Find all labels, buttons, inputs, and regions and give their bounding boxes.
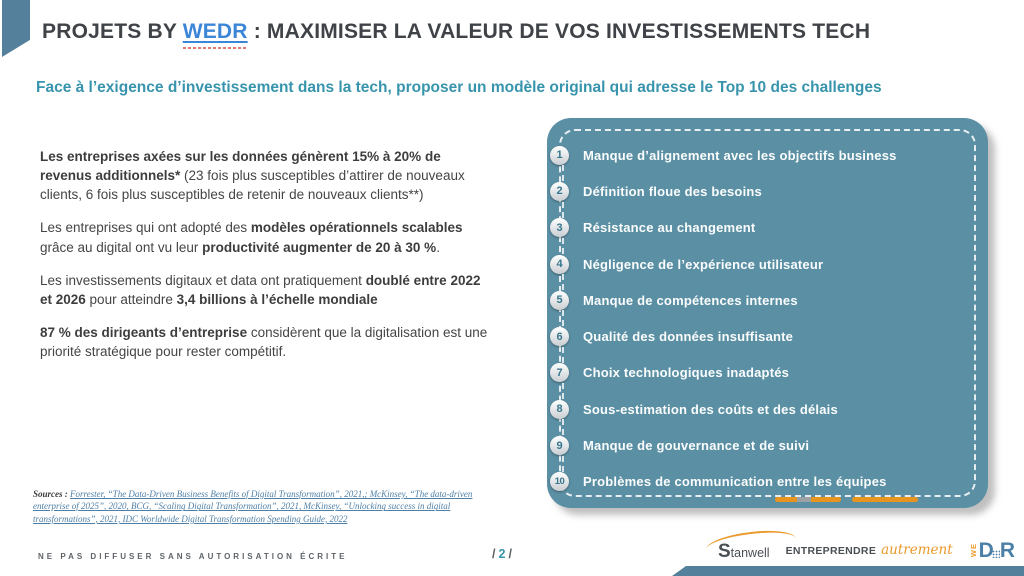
page-title: PROJETS BY WEDR : MAXIMISER LA VALEUR DE… [42,20,1002,44]
orange-accent-dash [775,497,841,502]
text-segment: considèrent que la digitalisation est un… [40,325,488,360]
wedr-logo-d: D [978,538,994,562]
footer-disclaimer: NE PAS DIFFUSER SANS AUTORISATION ÉCRITE [38,552,348,561]
challenge-item: 5 Manque de compétences internes [550,274,974,318]
footer-logos: Stanwell ENTREPRENDRE autrement WE D R [704,526,1015,563]
challenge-label: Résistance au changement [583,220,756,236]
page-number: 2 [498,547,506,561]
challenge-item: 4 Négligence de l’expérience utilisateur [550,237,974,282]
challenge-item: 7 Choix technologiques inadaptés [550,346,974,391]
challenge-number-badge: 1 [550,145,569,165]
challenge-label: Manque de compétences internes [583,292,798,308]
body-paragraph: Les entreprises axées sur les données gé… [40,147,496,204]
challenge-label: Définition floue des besoins [583,183,762,199]
challenge-number-badge: 6 [550,327,569,347]
challenge-number-badge: 9 [550,436,569,456]
challenge-number-badge: 3 [550,218,569,238]
challenge-item: 9 Manque de gouvernance et de suivi [550,419,974,463]
wedr-logo-we: WE [968,542,978,558]
bottom-accent-bar [672,566,1024,576]
challenge-label: Problèmes de communication entre les équ… [583,474,887,490]
text-segment: pour atteindre [85,291,177,307]
title-suffix: : MAXIMISER LA VALEUR DE VOS INVESTISSEM… [247,20,871,43]
stanwell-logo: Stanwell [704,526,798,563]
corner-accent-shape [2,0,30,57]
challenge-item: 2 Définition floue des besoins [550,165,974,209]
autrement-wordmark: autrement [881,542,953,558]
challenge-item: 6 Qualité des données insuffisante [550,310,974,354]
text-segment: doublé entre 2022 et 2026 [40,272,481,307]
orange-accent-dash [852,497,918,502]
text-segment: modèles opérationnels scalables [250,220,463,236]
text-segment: . [436,239,440,255]
text-segment: 3,4 billions à l’échelle mondiale [176,291,378,307]
text-segment: Les investissements digitaux et data ont… [40,272,366,288]
challenge-label: Manque d’alignement avec les objectifs b… [583,147,897,163]
title-prefix: PROJETS BY [42,20,183,43]
challenge-number-badge: 7 [550,363,569,383]
challenge-item: 8 Sous-estimation des coûts et des délais [550,383,974,427]
challenge-number-badge: 4 [550,254,569,274]
challenge-number-badge: 8 [550,399,569,419]
body-paragraph: Les entreprises qui ont adopté des modèl… [40,218,496,256]
challenges-panel: 1 Manque d’alignement avec les objectifs … [547,118,988,508]
challenge-number-badge: 2 [550,181,569,201]
challenge-list: 1 Manque d’alignement avec les objectifs … [547,118,988,500]
stanwell-wordmark: tanwell [730,546,770,560]
stanwell-initial: S [717,541,731,562]
body-paragraphs: Les entreprises axées sur les données gé… [40,147,496,375]
text-segment: Les entreprises qui ont adopté des [40,220,251,236]
page-slash-right: / [508,547,512,561]
entreprendre-wordmark: ENTREPRENDRE [785,545,877,557]
text-segment: (23 fois plus susceptibles d’attirer de … [40,168,465,203]
page-slash-left: / [492,547,496,561]
text-segment: grâce au digital ont vu leur [40,239,203,255]
text-segment: Les entreprises axées sur les données gé… [40,149,441,184]
body-paragraph: Les investissements digitaux et data ont… [40,271,496,309]
wedr-hyperlink[interactable]: WEDR [182,20,248,43]
challenge-label: Qualité des données insuffisante [583,329,794,345]
body-paragraph: 87 % des dirigeants d’entreprise considè… [40,323,496,361]
wedr-logo-r: R [999,538,1015,562]
entreprendre-autrement-logo: ENTREPRENDRE autrement [786,542,953,558]
challenge-item: 3 Résistance au changement [550,201,974,246]
sources-links[interactable]: Forrester, “The Data-Driven Business Ben… [33,489,473,524]
challenge-label: Négligence de l’expérience utilisateur [583,256,824,272]
page-indicator: /2/ [492,547,512,561]
slide-subtitle: Face à l’exigence d’investissement dans … [36,79,882,96]
wedr-pixel-icon [991,549,1000,558]
challenge-label: Sous-estimation des coûts et des délais [583,401,838,417]
sources-note: Sources : Forrester, “The Data-Driven Bu… [33,488,505,525]
sources-label: Sources : [33,489,68,499]
challenge-item: 10 Problèmes de communication entre les é… [550,455,974,500]
challenge-label: Choix technologiques inadaptés [583,365,790,381]
challenge-number-badge: 10 [550,472,569,492]
text-segment: productivité augmenter de 20 à 30 % [202,239,437,255]
challenge-item: 1 Manque d’alignement avec les objectifs … [550,137,974,173]
challenge-label: Manque de gouvernance et de suivi [583,438,810,454]
text-segment: 87 % des dirigeants d’entreprise [40,325,248,341]
challenge-number-badge: 5 [550,290,569,310]
wedr-logo: WE D R [968,538,1015,562]
